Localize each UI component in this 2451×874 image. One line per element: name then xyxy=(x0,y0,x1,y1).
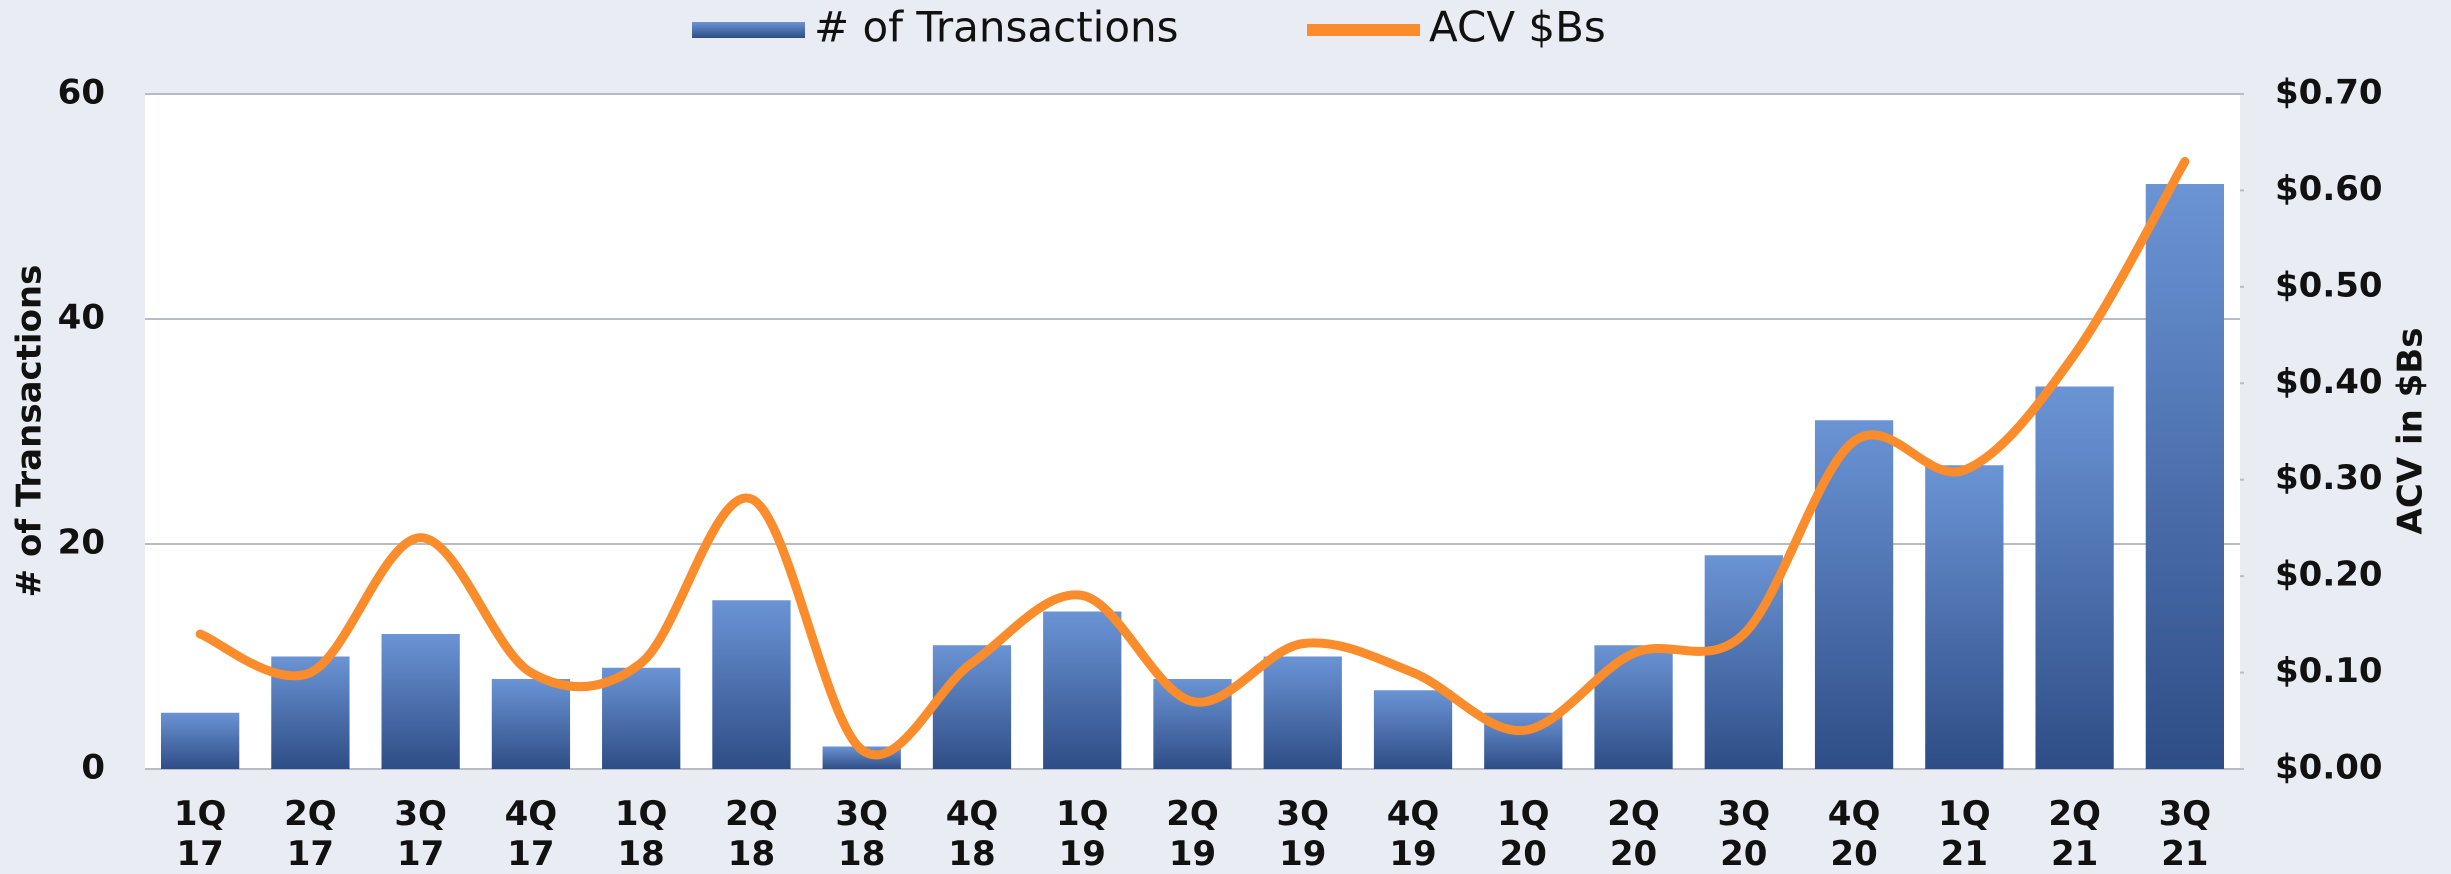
y-tick-label: 60 xyxy=(58,73,105,113)
x-tick-label: 4Q 17 xyxy=(505,794,558,874)
x-tick-label: 4Q 18 xyxy=(946,794,999,874)
y2-tick-label: $0.00 xyxy=(2275,748,2383,788)
y2-tick-label: $0.60 xyxy=(2275,169,2383,209)
x-tick-label: 2Q 17 xyxy=(284,794,337,874)
bar xyxy=(491,679,571,769)
x-tick-label: 1Q 21 xyxy=(1938,794,1991,874)
x-tick-label: 3Q 18 xyxy=(835,794,888,874)
x-tick-label: 1Q 19 xyxy=(1056,794,1109,874)
y-tick-label: 40 xyxy=(58,298,105,338)
legend-swatch xyxy=(692,22,805,38)
legend-label: # of Transactions xyxy=(814,3,1179,52)
x-tick-label: 1Q 20 xyxy=(1497,794,1550,874)
bar xyxy=(1043,611,1122,769)
x-tick-label: 2Q 21 xyxy=(2048,794,2101,874)
y2-tick-label: $0.10 xyxy=(2275,651,2383,691)
y2-axis-title: ACV in $Bs xyxy=(2391,328,2431,535)
x-tick-label: 3Q 20 xyxy=(1718,794,1771,874)
bar xyxy=(1925,465,2004,769)
x-tick-label: 1Q 17 xyxy=(174,794,227,874)
x-tick-label: 2Q 20 xyxy=(1607,794,1660,874)
y2-tick-label: $0.30 xyxy=(2275,458,2383,498)
x-tick-label: 2Q 18 xyxy=(725,794,778,874)
x-tick-label: 3Q 19 xyxy=(1276,794,1329,874)
y2-tick-label: $0.50 xyxy=(2275,265,2383,305)
x-tick-label: 3Q 17 xyxy=(394,794,447,874)
legend-label: ACV $Bs xyxy=(1429,3,1606,52)
bar xyxy=(2035,386,2114,769)
y-tick-label: 0 xyxy=(81,748,105,788)
line xyxy=(195,157,2190,760)
x-tick-label: 4Q 20 xyxy=(1828,794,1881,874)
y2-tick-label: $0.70 xyxy=(2275,73,2383,113)
y2-tick-label: $0.40 xyxy=(2275,362,2383,402)
x-tick-label: 2Q 19 xyxy=(1166,794,1219,874)
bar xyxy=(1594,645,1673,769)
x-tick-label: 3Q 21 xyxy=(2159,794,2212,874)
bar xyxy=(1373,690,1453,769)
bar xyxy=(712,600,791,769)
bar xyxy=(381,634,460,769)
bar xyxy=(160,712,240,769)
y-tick-label: 20 xyxy=(58,523,105,563)
bar xyxy=(1263,656,1342,769)
y-axis-title: # of Transactions xyxy=(10,265,50,598)
y2-tick-label: $0.20 xyxy=(2275,555,2383,595)
bar xyxy=(602,667,681,769)
bar xyxy=(2145,184,2225,769)
x-tick-label: 4Q 19 xyxy=(1387,794,1440,874)
x-tick-label: 1Q 18 xyxy=(615,794,668,874)
